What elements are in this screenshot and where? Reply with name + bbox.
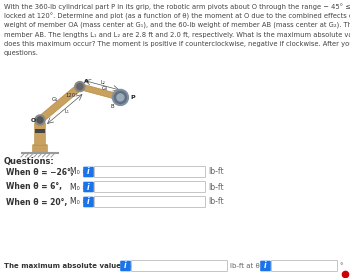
FancyBboxPatch shape [83,197,94,207]
FancyBboxPatch shape [94,197,205,207]
Bar [35,129,45,133]
FancyBboxPatch shape [94,182,205,192]
Text: L₂: L₂ [100,80,105,85]
Text: i: i [264,262,267,270]
Circle shape [114,91,126,103]
Polygon shape [79,84,121,100]
FancyBboxPatch shape [33,145,47,153]
FancyBboxPatch shape [272,260,337,272]
FancyBboxPatch shape [132,260,228,272]
Text: O: O [30,118,36,123]
Text: P: P [131,95,135,100]
FancyBboxPatch shape [120,261,131,271]
Text: M₀ =: M₀ = [70,182,89,192]
Text: lb-ft: lb-ft [208,182,224,192]
Text: 120°: 120° [65,93,78,98]
Text: i: i [87,168,90,177]
Text: A: A [84,79,89,84]
Text: When θ = −26°,: When θ = −26°, [6,168,74,177]
Circle shape [77,84,83,90]
Text: weight of member OA (mass center at G₁), and the 60-lb weight of member AB (mass: weight of member OA (mass center at G₁),… [4,22,350,29]
Text: Questions:: Questions: [4,157,55,166]
Text: G₁: G₁ [52,97,58,102]
Circle shape [117,94,124,101]
Circle shape [112,90,128,105]
Text: does this maximum occur? The moment is positive if counterclockwise, negative if: does this maximum occur? The moment is p… [4,41,350,47]
Circle shape [75,81,85,91]
Text: When θ = 6°,: When θ = 6°, [6,182,62,192]
Text: With the 360-lb cylindrical part P in its grip, the robotic arm pivots about O t: With the 360-lb cylindrical part P in it… [4,3,350,10]
Text: M₀ =: M₀ = [70,197,89,207]
Text: When θ = 20°,: When θ = 20°, [6,197,67,207]
Text: member AB. The lengths L₁ and L₂ are 2.8 ft and 2.0 ft, respectively. What is th: member AB. The lengths L₁ and L₂ are 2.8… [4,31,350,38]
Text: G₂: G₂ [102,86,108,91]
Text: lb-ft: lb-ft [208,168,224,177]
FancyBboxPatch shape [83,167,94,177]
FancyBboxPatch shape [260,261,271,271]
FancyBboxPatch shape [94,167,205,177]
Text: questions.: questions. [4,51,39,56]
Text: i: i [87,182,90,192]
FancyBboxPatch shape [83,182,94,192]
Text: The maximum absolute value M₀max =: The maximum absolute value M₀max = [4,263,158,269]
Text: lb-ft: lb-ft [208,197,224,207]
Circle shape [35,115,45,125]
Text: i: i [124,262,127,270]
Text: lb-ft at θ =: lb-ft at θ = [230,263,268,269]
Text: M₀ =: M₀ = [70,168,89,177]
Polygon shape [38,84,82,123]
Text: °: ° [339,263,343,269]
Text: locked at 120°. Determine and plot (as a function of θ) the moment at O due to t: locked at 120°. Determine and plot (as a… [4,13,350,20]
Text: L₁: L₁ [64,109,69,114]
FancyBboxPatch shape [35,123,45,145]
Text: i: i [87,197,90,207]
Circle shape [37,117,43,123]
Text: B: B [111,105,114,110]
